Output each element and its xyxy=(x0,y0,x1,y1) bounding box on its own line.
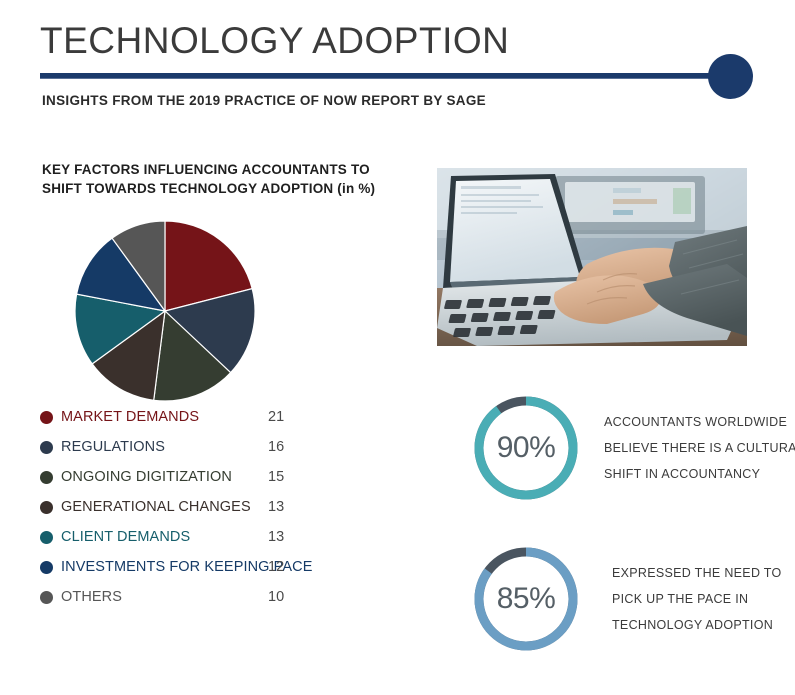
stat-90-line-2: BELIEVE THERE IS A CULTURAL xyxy=(604,441,795,455)
pie-chart-title: KEY FACTORS INFLUENCING ACCOUNTANTS TO S… xyxy=(42,162,376,196)
stat-85-line-2: PICK UP THE PACE IN xyxy=(612,592,749,606)
donut-90-value xyxy=(474,396,578,500)
page-title: TECHNOLOGY ADOPTION xyxy=(40,20,510,61)
donut-90-svg xyxy=(474,396,578,500)
legend-item-label: ONGOING DIGITIZATION xyxy=(61,469,232,485)
stat-90-description: ACCOUNTANTS WORLDWIDE BELIEVE THERE IS A… xyxy=(604,409,795,487)
legend-item-value: 15 xyxy=(268,469,285,485)
page-header: TECHNOLOGY ADOPTION INSIGHTS FROM THE 20… xyxy=(0,0,795,135)
pie-slice xyxy=(164,220,253,312)
donut-90-percent: 90% xyxy=(496,431,556,464)
legend-color-swatch-icon xyxy=(40,411,53,424)
legend-item: OTHERS 10 xyxy=(40,588,340,609)
legend-item-value: 21 xyxy=(268,409,285,425)
legend-color-swatch-icon xyxy=(40,501,53,514)
legend-item-value: 12 xyxy=(268,559,285,575)
laptop-photo xyxy=(437,168,747,346)
pie-chart-svg xyxy=(74,220,256,402)
donut-85-percent: 85% xyxy=(496,582,556,615)
stat-90-line-3: SHIFT IN ACCOUNTANCY xyxy=(604,467,761,481)
legend-color-swatch-icon xyxy=(40,441,53,454)
laptop-photo-illustration xyxy=(437,168,747,346)
legend-color-swatch-icon xyxy=(40,531,53,544)
stat-block-90: 90% ACCOUNTANTS WORLDWIDE BELIEVE THERE … xyxy=(470,392,795,504)
donut-85-value xyxy=(474,547,578,651)
pie-slice xyxy=(74,293,167,365)
legend-item: GENERATIONAL CHANGES 13 xyxy=(40,498,340,519)
stat-85-description: EXPRESSED THE NEED TO PICK UP THE PACE I… xyxy=(612,560,782,638)
legend-item: INVESTMENTS FOR KEEPING PACE 12 xyxy=(40,558,340,579)
donut-chart-85: 85% xyxy=(470,543,582,655)
donut-chart-90: 90% xyxy=(470,392,582,504)
legend-item: REGULATIONS 16 xyxy=(40,438,340,459)
legend-color-swatch-icon xyxy=(40,591,53,604)
legend-item-label: CLIENT DEMANDS xyxy=(61,529,191,545)
legend-item: CLIENT DEMANDS 13 xyxy=(40,528,340,549)
stat-85-line-3: TECHNOLOGY ADOPTION xyxy=(612,618,774,632)
legend-item-value: 13 xyxy=(268,499,285,515)
pie-slice xyxy=(153,309,232,402)
legend-color-swatch-icon xyxy=(40,561,53,574)
pie-chart-legend: MARKET DEMANDS 21 REGULATIONS 16 ONGOING DIG… xyxy=(40,408,340,618)
legend-item-label: GENERATIONAL CHANGES xyxy=(61,499,251,515)
donut-85-svg xyxy=(474,547,578,651)
legend-item-label: MARKET DEMANDS xyxy=(61,409,200,425)
legend-item-value: 16 xyxy=(268,439,285,455)
legend-item-label: INVESTMENTS FOR KEEPING PACE xyxy=(61,559,313,575)
legend-item: MARKET DEMANDS 21 xyxy=(40,408,340,429)
header-rule xyxy=(40,73,730,78)
pie-slice xyxy=(163,287,256,374)
legend-item-label: REGULATIONS xyxy=(61,439,165,455)
stat-90-line-1: ACCOUNTANTS WORLDWIDE xyxy=(604,415,788,429)
header-dot-icon xyxy=(708,54,753,99)
legend-color-swatch-icon xyxy=(40,471,53,484)
pie-chart xyxy=(72,218,258,404)
page-subtitle: INSIGHTS FROM THE 2019 PRACTICE OF NOW R… xyxy=(42,93,486,108)
legend-item-value: 13 xyxy=(268,529,285,545)
pie-slice xyxy=(91,309,166,401)
legend-item: ONGOING DIGITIZATION 15 xyxy=(40,468,340,489)
stat-block-85: 85% EXPRESSED THE NEED TO PICK UP THE PA… xyxy=(470,543,782,655)
stat-85-line-1: EXPRESSED THE NEED TO xyxy=(612,566,782,580)
legend-item-label: OTHERS xyxy=(61,589,123,605)
pie-slice xyxy=(111,220,166,313)
pie-slice xyxy=(75,237,167,312)
legend-item-value: 10 xyxy=(268,589,285,605)
header-rule-accent xyxy=(40,78,730,79)
